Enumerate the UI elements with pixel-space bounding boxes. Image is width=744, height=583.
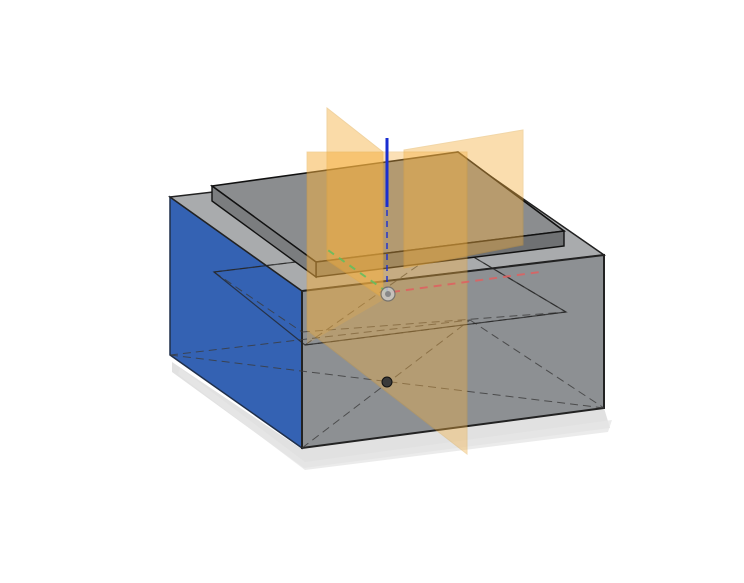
origin-plane-yz-back[interactable] <box>403 129 524 269</box>
bottom-center-point-icon[interactable] <box>381 376 393 388</box>
ground-shadow-soft <box>178 368 612 470</box>
origin-point-center <box>385 291 391 297</box>
x-axis[interactable] <box>391 271 541 293</box>
origin-plane-vertical[interactable] <box>306 151 468 456</box>
plate-left-edge <box>211 184 317 279</box>
origin-plane-front[interactable] <box>307 152 383 344</box>
